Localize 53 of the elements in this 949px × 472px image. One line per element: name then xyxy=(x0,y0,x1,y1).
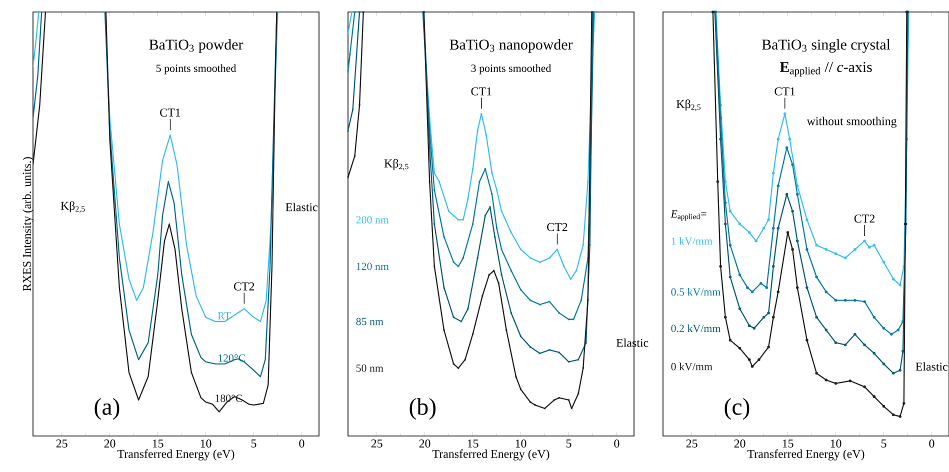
text: 85 nm xyxy=(356,318,384,326)
x-axis-title: Transferred Energy (eV) xyxy=(432,449,550,460)
annotation: (b) xyxy=(410,398,436,420)
text: 50 nm xyxy=(356,364,384,372)
text: 3 points smoothed xyxy=(471,64,552,74)
annotation: CT2 xyxy=(547,223,568,232)
annotation: CT1 xyxy=(160,108,180,117)
annotation: CT1 xyxy=(471,87,492,96)
x-tick-label: 15 xyxy=(468,440,478,448)
annotation: Kβ$_{2,5}$ xyxy=(384,158,408,170)
annotation: (c) xyxy=(724,398,750,420)
text: BaTiO$_{3}$ powder xyxy=(149,39,244,53)
x-tick-label: 0 xyxy=(614,440,620,448)
x-tick-label: 25 xyxy=(686,440,698,448)
x-axis-title: Transferred Energy (eV) xyxy=(117,449,234,460)
text: 0 kV/mm xyxy=(671,362,712,370)
x-tick-label: 5 xyxy=(566,440,572,448)
annotation: CT2 xyxy=(854,214,875,223)
annotation: CT1 xyxy=(774,87,795,96)
annotation: without smoothing xyxy=(806,116,897,128)
text: 1 kV/mm xyxy=(672,237,712,245)
annotation: Kβ$_{2,5}$ xyxy=(676,100,701,111)
text: BaTiO$_{3}$ nanopowder xyxy=(450,39,573,53)
x-tick-label: 10 xyxy=(516,440,526,448)
x-tick-label: 25 xyxy=(56,440,68,448)
annotation: Kβ$_{2,5}$ xyxy=(60,201,85,213)
y-axis-title: RXES Intensity (arb. units.) xyxy=(22,157,34,292)
x-tick-label: 10 xyxy=(830,440,842,448)
annotation: CT2 xyxy=(234,282,254,290)
x-tick-label: 5 xyxy=(251,440,256,448)
annotation: Elastic xyxy=(916,362,948,371)
text: E$_{applied}$ // c-axis xyxy=(780,62,872,76)
x-tick-label: 10 xyxy=(200,440,212,448)
series-label: RT xyxy=(218,312,231,320)
x-tick-label: 25 xyxy=(371,440,382,448)
x-tick-label: 20 xyxy=(419,440,430,448)
x-tick-label: 5 xyxy=(881,440,886,448)
x-tick-label: 0 xyxy=(299,440,304,448)
x-tick-label: 15 xyxy=(782,440,794,448)
x-tick-label: 15 xyxy=(152,440,164,448)
text: 120 nm xyxy=(356,262,389,270)
text: BaTiO$_{3}$ single crystal xyxy=(762,39,890,53)
x-tick-label: 20 xyxy=(734,440,746,448)
annotation: (a) xyxy=(94,398,120,420)
text: 0.2 kV/mm xyxy=(671,324,721,332)
x-tick-label: 0 xyxy=(929,440,934,448)
x-tick-label: 20 xyxy=(104,440,116,448)
text: 0.5 kV/mm xyxy=(671,288,721,296)
annotation: Elastic xyxy=(286,202,318,212)
text: 200 nm xyxy=(356,216,389,224)
text: 5 points smoothed xyxy=(156,64,236,74)
x-axis-title: Transferred Energy (eV) xyxy=(747,449,864,460)
legend-title: E$_{applied}$= xyxy=(670,210,706,221)
